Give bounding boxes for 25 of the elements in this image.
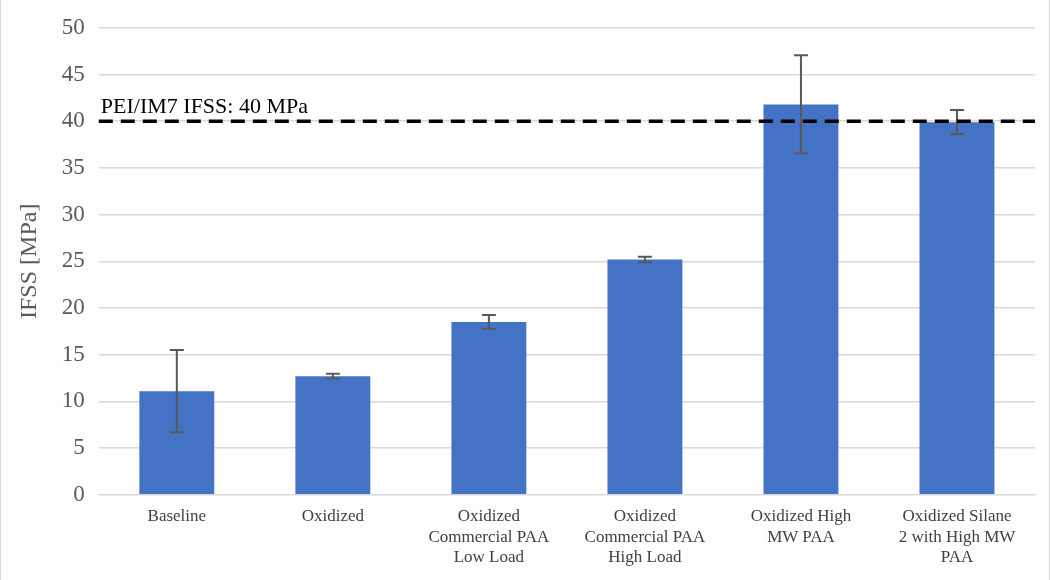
y-tick-label: 30: [61, 200, 85, 226]
y-tick-label: 15: [61, 340, 85, 366]
x-tick-label: Oxidized Silane 2 with High MW PAA: [898, 506, 1017, 567]
x-tick-label: Baseline: [147, 506, 207, 526]
y-tick-label: 25: [61, 247, 85, 273]
x-tick-label: Oxidized: [301, 506, 365, 526]
bar: [451, 322, 527, 495]
x-tick-label: Oxidized High MW PAA: [750, 506, 852, 546]
ref-line-label: PEI/IM7 IFSS: 40 MPa: [100, 92, 309, 118]
bar: [919, 122, 995, 495]
bar: [607, 259, 683, 495]
y-tick-label: 40: [61, 107, 85, 133]
y-tick-label: 35: [61, 153, 85, 179]
y-tick-label: 50: [61, 13, 85, 39]
bar: [139, 391, 215, 495]
y-tick-label: 0: [73, 480, 85, 506]
bar: [295, 376, 371, 495]
y-tick-label: 20: [61, 294, 85, 320]
y-tick-label: 45: [61, 60, 85, 86]
y-tick-label: 10: [61, 387, 85, 413]
x-tick-label: Oxidized Commercial PAA High Load: [584, 506, 706, 567]
y-axis-title: IFSS [MPa]: [14, 203, 41, 319]
x-tick-label: Oxidized Commercial PAA Low Load: [428, 506, 550, 567]
y-tick-label: 5: [73, 434, 85, 460]
bar: [763, 104, 839, 495]
